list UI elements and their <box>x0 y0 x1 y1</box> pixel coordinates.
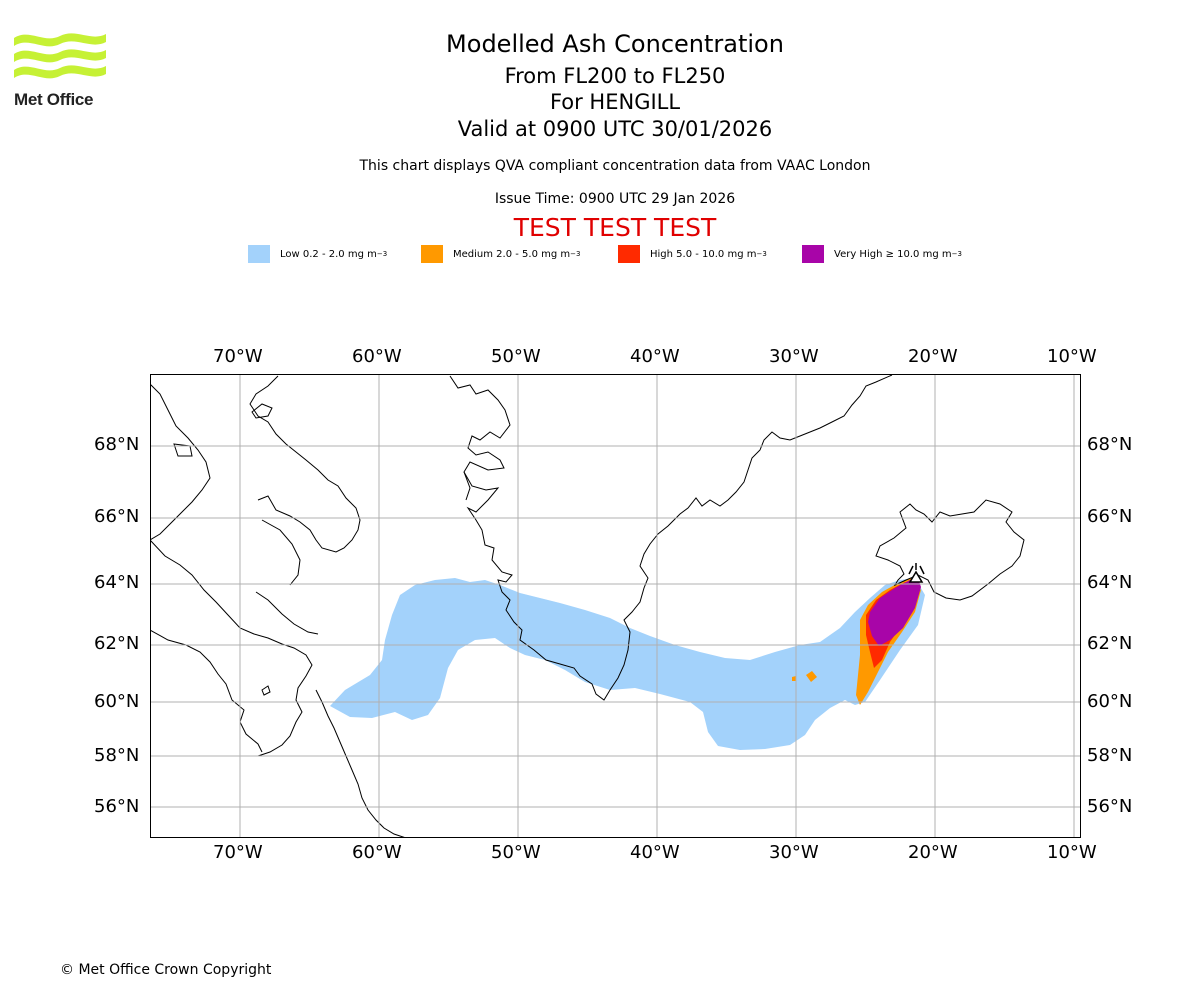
lat-label-left-58n: 58°N <box>94 745 140 766</box>
lat-label-left-56n: 56°N <box>94 796 140 817</box>
legend-swatch-very-high <box>802 245 824 263</box>
coastline-lake <box>173 443 193 457</box>
test-banner: TEST TEST TEST <box>513 213 717 242</box>
legend-item-very-high: Very High ≥ 10.0 mg m −3 <box>802 244 962 264</box>
lat-label-left-68n: 68°N <box>94 434 140 455</box>
legend-exponent-low: −3 <box>376 250 388 258</box>
lat-label-right-62n: 62°N <box>1087 633 1133 654</box>
lat-label-left-62n: 62°N <box>94 633 140 654</box>
met-office-logo: Met Office <box>14 30 114 112</box>
graticule <box>150 374 1081 838</box>
lon-label-bottom-30w: 30°W <box>769 842 819 863</box>
coastline-greenland <box>449 374 893 701</box>
legend-label-high: High 5.0 - 10.0 mg m <box>650 248 757 260</box>
lat-label-left-64n: 64°N <box>94 572 140 593</box>
lon-label-top-50w: 50°W <box>491 346 541 367</box>
coastline-iceland <box>875 499 1025 601</box>
issue-time: Issue Time: 0900 UTC 29 Jan 2026 <box>494 191 736 207</box>
coastline-ungava-inlet <box>255 591 319 635</box>
chart-title: Modelled Ash Concentration <box>446 30 784 58</box>
met-office-wave-icon <box>14 33 106 79</box>
volcano-name-line: For HENGILL <box>549 90 681 114</box>
coastline-greenland-inlet <box>463 471 471 501</box>
lat-label-left-60n: 60°N <box>94 691 140 712</box>
lon-label-top-10w: 10°W <box>1047 346 1097 367</box>
lon-label-top-70w: 70°W <box>213 346 263 367</box>
logo-text: Met Office <box>14 90 94 109</box>
lat-label-right-60n: 60°N <box>1087 691 1133 712</box>
ash-patch-medium-small <box>806 671 817 682</box>
map-frame <box>150 374 1081 838</box>
legend-item-medium: Medium 2.0 - 5.0 mg m −3 <box>421 244 580 264</box>
coastline-northwest <box>150 383 211 541</box>
legend-label-very-high: Very High ≥ 10.0 mg m <box>834 248 952 260</box>
ash-plume-very-high <box>868 575 921 646</box>
lon-label-top-40w: 40°W <box>630 346 680 367</box>
legend-item-low: Low 0.2 - 2.0 mg m −3 <box>248 244 387 264</box>
copyright-notice: © Met Office Crown Copyright <box>60 962 272 978</box>
legend-label-low: Low 0.2 - 2.0 mg m <box>280 248 377 260</box>
ash-plume-low <box>330 578 925 750</box>
coastline-newfoundland <box>315 689 407 838</box>
legend-exponent-high: −3 <box>756 250 767 258</box>
lon-label-top-30w: 30°W <box>769 346 819 367</box>
coastline-baffin-island <box>249 375 361 553</box>
legend-label-medium: Medium 2.0 - 5.0 mg m <box>453 248 571 260</box>
lat-label-left-66n: 66°N <box>94 506 140 527</box>
chart-description: This chart displays QVA compliant concen… <box>359 158 871 174</box>
lon-label-top-20w: 20°W <box>908 346 958 367</box>
coastline-small-island <box>261 685 271 696</box>
lon-label-bottom-20w: 20°W <box>908 842 958 863</box>
legend-item-high: High 5.0 - 10.0 mg m −3 <box>618 244 767 264</box>
valid-time: Valid at 0900 UTC 30/01/2026 <box>457 117 773 141</box>
lon-label-bottom-50w: 50°W <box>491 842 541 863</box>
lon-label-bottom-60w: 60°W <box>352 842 402 863</box>
volcano-marker-icon[interactable] <box>908 563 925 583</box>
lon-label-bottom-70w: 70°W <box>213 842 263 863</box>
ash-concentration-map[interactable] <box>150 374 1081 838</box>
lat-label-right-56n: 56°N <box>1087 796 1133 817</box>
legend-exponent-very-high: −3 <box>951 250 962 258</box>
coastline-hudson-strait <box>150 629 263 753</box>
lat-label-right-66n: 66°N <box>1087 506 1133 527</box>
legend-exponent-medium: −3 <box>570 250 581 258</box>
legend-swatch-medium <box>421 245 443 263</box>
legend-swatch-low <box>248 245 270 263</box>
coastline-baffin-island-small <box>251 403 273 419</box>
lat-label-right-68n: 68°N <box>1087 434 1133 455</box>
lon-label-bottom-10w: 10°W <box>1047 842 1097 863</box>
ash-patch-medium-dot <box>792 676 796 681</box>
coastline-labrador <box>150 539 313 757</box>
flight-level-range: From FL200 to FL250 <box>504 64 726 88</box>
lat-label-right-58n: 58°N <box>1087 745 1133 766</box>
coastline-baffin-inlet <box>261 519 301 586</box>
lat-label-right-64n: 64°N <box>1087 572 1133 593</box>
legend-swatch-high <box>618 245 640 263</box>
lon-label-top-60w: 60°W <box>352 346 402 367</box>
lon-label-bottom-40w: 40°W <box>630 842 680 863</box>
